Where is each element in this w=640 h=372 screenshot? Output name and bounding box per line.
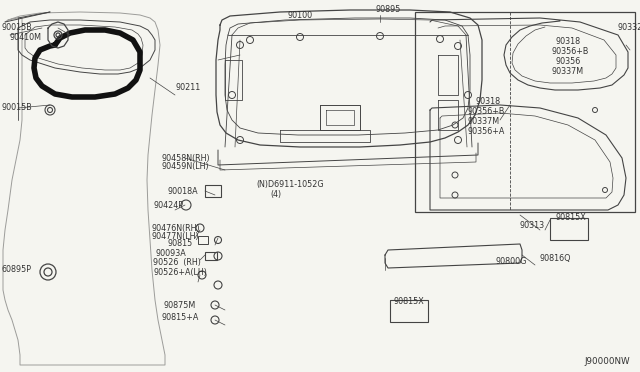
Text: 90410M: 90410M xyxy=(10,33,42,42)
Text: 90015B: 90015B xyxy=(2,23,33,32)
Text: 90800G: 90800G xyxy=(495,257,526,266)
Text: 90526  (RH): 90526 (RH) xyxy=(153,259,201,267)
Text: 90015B: 90015B xyxy=(2,103,33,112)
Text: 90356+B: 90356+B xyxy=(551,48,588,57)
Text: 90459N(LH): 90459N(LH) xyxy=(162,161,210,170)
Text: 90337M: 90337M xyxy=(551,67,583,77)
Text: 90526+A(LH): 90526+A(LH) xyxy=(153,267,207,276)
Text: 90477N(LH): 90477N(LH) xyxy=(152,231,200,241)
Bar xyxy=(205,252,217,260)
Text: 60895P: 60895P xyxy=(2,266,32,275)
Text: 90815X: 90815X xyxy=(393,298,424,307)
Text: 90337M: 90337M xyxy=(467,118,499,126)
Text: 90313: 90313 xyxy=(520,221,545,230)
Text: 90458N(RH): 90458N(RH) xyxy=(162,154,211,163)
Text: 90424P: 90424P xyxy=(153,201,183,209)
Bar xyxy=(550,218,588,240)
Bar xyxy=(415,12,635,212)
Text: 90815+A: 90815+A xyxy=(162,314,200,323)
Text: 90815X: 90815X xyxy=(556,214,587,222)
Text: 90356+B: 90356+B xyxy=(467,108,504,116)
Text: 90815: 90815 xyxy=(167,240,192,248)
Text: 90476N(RH): 90476N(RH) xyxy=(152,224,200,232)
Text: 90211: 90211 xyxy=(175,83,200,93)
Text: 90816Q: 90816Q xyxy=(540,253,572,263)
Text: 90895: 90895 xyxy=(376,6,401,15)
Text: 90318: 90318 xyxy=(556,38,581,46)
Text: 90356: 90356 xyxy=(556,58,581,67)
Bar xyxy=(390,300,428,322)
Text: 90018A: 90018A xyxy=(168,187,198,196)
Text: 90318: 90318 xyxy=(475,97,500,106)
Bar xyxy=(198,236,208,244)
Text: 90332: 90332 xyxy=(618,23,640,32)
Text: (4): (4) xyxy=(270,190,281,199)
Text: J90000NW: J90000NW xyxy=(584,357,630,366)
Text: 90100: 90100 xyxy=(288,10,313,19)
Text: 90093A: 90093A xyxy=(155,248,186,257)
Text: (N)D6911-1052G: (N)D6911-1052G xyxy=(256,180,324,189)
Text: 90875M: 90875M xyxy=(164,301,196,310)
Text: 90356+A: 90356+A xyxy=(467,128,504,137)
Bar xyxy=(205,185,221,197)
